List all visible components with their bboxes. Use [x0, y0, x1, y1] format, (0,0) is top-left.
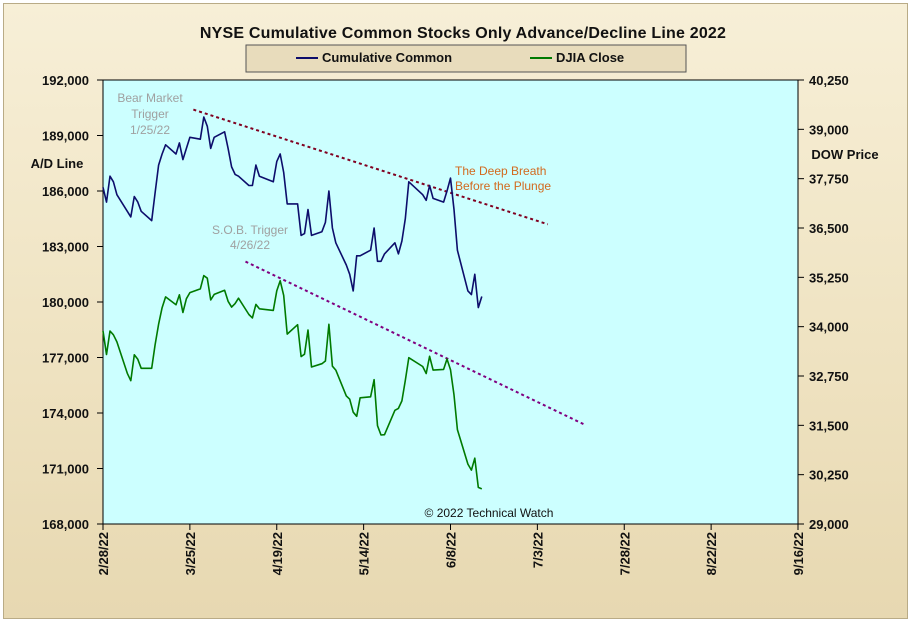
y-right-tick-label: 32,750: [809, 369, 849, 384]
y-axis-right-title: DOW Price: [811, 147, 878, 162]
annotation-bear-market: Bear Market Trigger 1/25/22: [117, 91, 183, 137]
chart-title: NYSE Cumulative Common Stocks Only Advan…: [200, 25, 726, 42]
y-left-tick-label: 171,000: [42, 462, 89, 477]
legend-label-djia: DJIA Close: [556, 50, 624, 65]
y-left-tick-label: 168,000: [42, 517, 89, 532]
x-tick-label: 5/14/22: [357, 532, 372, 575]
legend-label-cumulative: Cumulative Common: [322, 50, 452, 65]
x-tick-label: 7/28/22: [617, 532, 632, 575]
y-left-tick-label: 189,000: [42, 129, 89, 144]
trendlines-layer: [193, 108, 587, 427]
annotation-deep-breath: The Deep Breath Before the Plunge: [455, 164, 551, 193]
annotation-bear-market-line-2: Trigger: [131, 107, 169, 121]
series-line-djia-close: [102, 274, 483, 490]
x-tick-label: 4/19/22: [270, 532, 285, 575]
y-right-tick-label: 31,500: [809, 418, 849, 433]
ticks-layer: 192,000 189,000 186,000 183,000 180,000 177,0…: [42, 73, 849, 575]
trendline-upper: [193, 108, 549, 226]
annotation-sob-line-1: S.O.B. Trigger: [212, 223, 288, 237]
annotation-bear-market-line-3: 1/25/22: [130, 123, 170, 137]
y-right-tick-label: 37,750: [809, 172, 849, 187]
x-tick-label: 6/8/22: [444, 532, 459, 568]
y-right-tick-label: 39,000: [809, 122, 849, 137]
y-left-tick-label: 192,000: [42, 73, 89, 88]
y-left-tick-label: 180,000: [42, 295, 89, 310]
y-right-tick-label: 29,000: [809, 517, 849, 532]
x-tick-label: 8/22/22: [704, 532, 719, 575]
y-axis-left-title: A/D Line: [31, 156, 84, 171]
y-left-tick-label: 174,000: [42, 406, 89, 421]
series-layer: [102, 116, 483, 490]
x-tick-label: 9/16/22: [791, 532, 806, 575]
x-tick-label: 2/28/22: [96, 532, 111, 575]
y-left-tick-label: 186,000: [42, 184, 89, 199]
series-line-cumulative-common: [102, 116, 483, 309]
copyright-text: © 2022 Technical Watch: [425, 506, 554, 520]
y-right-tick-label: 40,250: [809, 73, 849, 88]
legend: Cumulative Common DJIA Close: [245, 44, 687, 73]
annotation-bear-market-line-1: Bear Market: [117, 91, 183, 105]
y-left-tick-label: 177,000: [42, 351, 89, 366]
y-right-tick-label: 35,250: [809, 270, 849, 285]
annotation-deep-breath-line-2: Before the Plunge: [455, 179, 551, 193]
y-right-tick-label: 34,000: [809, 320, 849, 335]
annotation-deep-breath-line-1: The Deep Breath: [455, 164, 546, 178]
x-tick-label: 7/3/22: [530, 532, 545, 568]
trendline-lower: [245, 260, 587, 427]
annotation-sob-line-2: 4/26/22: [230, 238, 270, 252]
y-left-tick-label: 183,000: [42, 240, 89, 255]
annotation-sob-trigger: S.O.B. Trigger 4/26/22: [212, 223, 288, 252]
plot-area: [102, 79, 799, 525]
y-right-tick-label: 30,250: [809, 468, 849, 483]
x-tick-label: 3/25/22: [183, 532, 198, 575]
legend-box: [245, 44, 687, 73]
y-right-tick-label: 36,500: [809, 221, 849, 236]
